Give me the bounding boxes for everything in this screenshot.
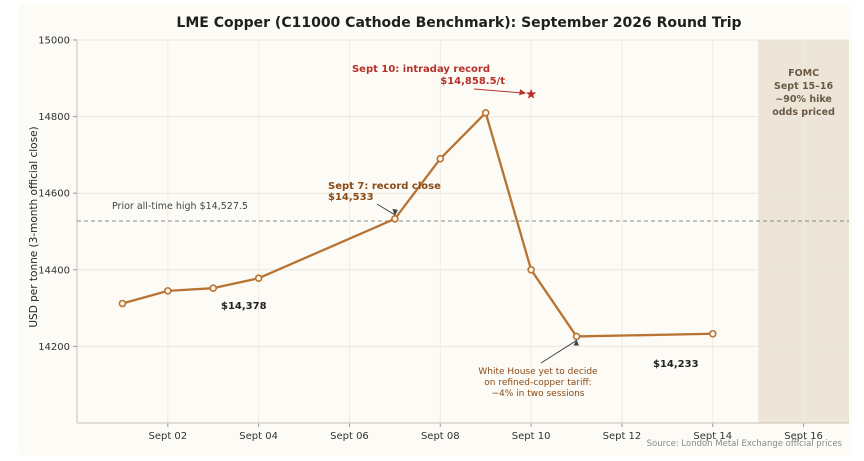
fomc-label-line: odds priced [772,107,835,118]
intraday-record-star-icon [525,88,537,99]
fomc-label-line: ~90% hike [775,94,832,105]
fomc-label-line: Sept 15–16 [774,81,834,92]
x-tick-label: Sept 08 [421,431,460,442]
price-point [209,284,218,292]
price-series-line [122,111,713,338]
source-note: Source: London Metal Exchange official p… [647,439,843,449]
y-tick-label: 15000 [38,36,70,47]
price-point [391,215,399,223]
x-tick-label: Sept 10 [512,431,551,442]
x-tick-label: Sept 06 [330,431,369,442]
prior-high-label: Prior all-time high $14,527.5 [112,201,248,212]
sept4-value-label: $14,378 [221,301,267,312]
price-point [164,287,172,295]
x-tick-label: Sept 16 [784,431,823,442]
intraday-arrow [473,88,526,94]
price-point [436,154,445,163]
tariff-note-line: −4% in two sessions [491,389,584,399]
sept14-value-label: $14,233 [653,359,699,370]
y-axis-label: USD per tonne (3-month official close) [28,126,40,327]
price-point [118,299,127,308]
intraday-record-value: $14,858.5/t [440,76,505,87]
y-tick-label: 14200 [38,342,70,353]
fomc-label-line: FOMC [788,68,819,79]
intraday-record-label: Sept 10: intraday record [352,64,490,75]
intraday-arrowhead [519,89,527,96]
x-tick-label: Sept 04 [239,431,278,442]
record-close-label: Sept 7: record close [328,181,441,192]
tariff-arrow [540,340,577,364]
record-close-arrowhead [392,208,398,216]
price-point [254,274,263,283]
tariff-note-line: White House yet to decide [478,367,598,377]
x-tick-label: Sept 14 [693,431,732,442]
price-point [527,265,535,274]
price-point [481,108,490,117]
y-tick-label: 14400 [38,265,70,276]
price-point [708,329,717,338]
price-point [572,332,581,341]
x-tick-label: Sept 12 [603,431,642,442]
y-tick-label: 14800 [38,112,70,123]
tariff-note-line: on refined-copper tariff: [484,378,591,388]
chart-title: LME Copper (C11000 Cathode Benchmark): S… [176,15,741,31]
record-close-arrow [376,203,396,216]
x-tick-label: Sept 02 [148,431,187,442]
tariff-arrowhead [573,339,580,346]
y-tick-label: 14600 [38,189,70,200]
record-close-value: $14,533 [328,192,374,203]
